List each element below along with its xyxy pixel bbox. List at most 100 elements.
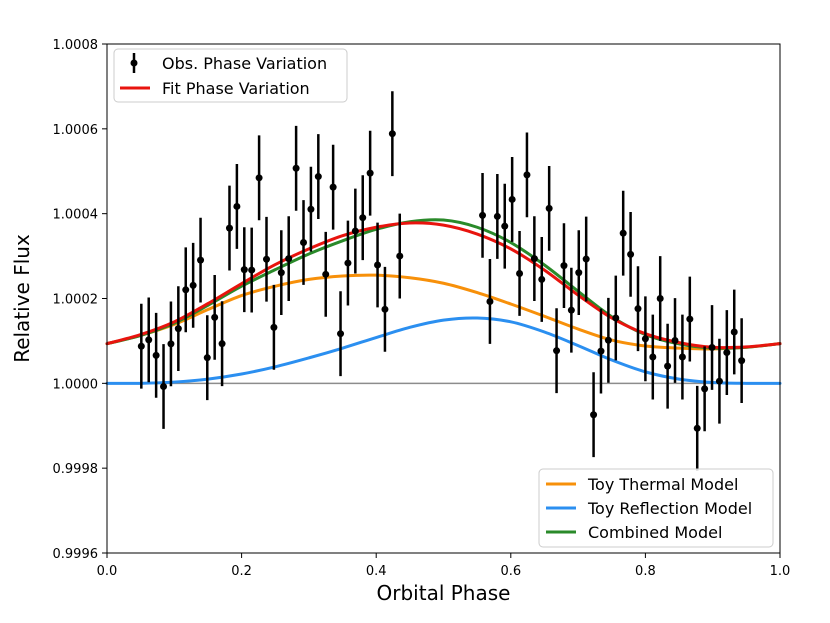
observation-point (590, 372, 598, 458)
observation-point (337, 291, 345, 377)
observation-marker (388, 130, 396, 138)
observation-point (277, 230, 285, 316)
x-axis-label: Orbital Phase (377, 581, 511, 605)
observation-marker (553, 347, 561, 355)
observation-point (167, 301, 175, 387)
y-tick-label: 0.9998 (53, 462, 99, 477)
y-tick-label: 1.0004 (53, 208, 99, 223)
observation-point (307, 166, 315, 252)
observation-point (597, 308, 605, 394)
observation-marker (715, 377, 723, 385)
observation-marker (314, 173, 322, 181)
legend-label-reflection: Toy Reflection Model (587, 499, 752, 518)
observation-point (604, 297, 612, 383)
observation-point (322, 231, 330, 317)
x-tick-label: 0.0 (97, 564, 118, 579)
observation-marker (597, 347, 605, 355)
observation-marker (197, 256, 205, 264)
observation-marker (493, 212, 501, 220)
observation-point (708, 305, 716, 390)
observation-marker (174, 325, 182, 333)
observation-marker (225, 224, 233, 232)
observation-marker (708, 343, 716, 351)
observation-marker (285, 255, 293, 263)
observation-marker (479, 211, 487, 219)
observation-point (538, 236, 546, 322)
y-tick-label: 1.0008 (53, 38, 99, 53)
observation-marker (381, 305, 389, 313)
observation-marker (516, 269, 524, 277)
observation-marker (656, 295, 664, 302)
y-tick-label: 1.0000 (53, 377, 99, 392)
observation-point (197, 217, 205, 303)
observation-point (225, 185, 233, 271)
observation-marker (329, 183, 337, 191)
observation-point (388, 91, 396, 177)
observation-marker (567, 306, 575, 314)
observation-point (701, 346, 709, 432)
observation-point (366, 130, 374, 216)
observation-point (145, 297, 153, 383)
observation-marker (508, 195, 516, 203)
observation-marker (560, 262, 568, 270)
observation-marker (649, 353, 657, 361)
observation-marker (182, 286, 190, 294)
observation-marker (627, 250, 635, 258)
observation-marker (248, 266, 256, 274)
observation-marker (351, 227, 359, 235)
observation-marker (590, 411, 598, 419)
observation-marker (538, 275, 546, 283)
y-tick-label: 1.0006 (53, 123, 99, 138)
legend-label-thermal: Toy Thermal Model (587, 475, 738, 494)
observation-point (723, 310, 731, 395)
observation-marker (189, 281, 197, 289)
observation-point (211, 274, 219, 360)
observation-point (189, 242, 197, 328)
observation-point (738, 318, 746, 404)
x-tick-label: 0.6 (500, 564, 521, 579)
observation-point (137, 303, 145, 389)
observation-marker (270, 323, 278, 331)
observation-point (218, 301, 226, 387)
observation-marker (137, 342, 145, 350)
observation-point (233, 164, 241, 249)
observation-point (174, 286, 182, 372)
observation-point (263, 216, 271, 302)
observation-marker (374, 261, 382, 269)
legend-label-combined: Combined Model (588, 523, 722, 542)
observation-point (553, 308, 561, 394)
observation-point (730, 289, 738, 375)
observation-point (567, 267, 575, 353)
observation-point (493, 174, 501, 259)
observation-marker (575, 269, 583, 277)
observation-marker (203, 354, 211, 362)
y-axis-label: Relative Flux (10, 234, 34, 363)
observation-point (314, 134, 322, 219)
observation-marker (634, 305, 642, 313)
observation-marker (641, 335, 649, 343)
observation-marker (307, 205, 315, 213)
observation-point (678, 314, 686, 400)
observation-point (381, 266, 389, 352)
legend-errorbar-icon (130, 53, 138, 73)
legend-bottom-box (538, 468, 774, 548)
observation-point (240, 227, 248, 313)
observation-point (612, 275, 620, 361)
observation-marker (738, 357, 746, 365)
observation-marker (501, 222, 509, 230)
observation-marker (619, 229, 627, 237)
observation-point (530, 216, 538, 302)
observation-point (627, 211, 635, 297)
observation-marker (612, 314, 620, 322)
observation-point (285, 216, 293, 302)
x-tick-label: 0.2 (231, 564, 252, 579)
observation-marker (693, 424, 701, 432)
observation-point (374, 222, 382, 308)
observation-point (270, 284, 278, 370)
observation-marker (723, 349, 731, 357)
observation-marker (730, 328, 738, 336)
observation-marker (263, 255, 271, 263)
observation-point (344, 220, 352, 306)
observation-point (693, 385, 701, 471)
